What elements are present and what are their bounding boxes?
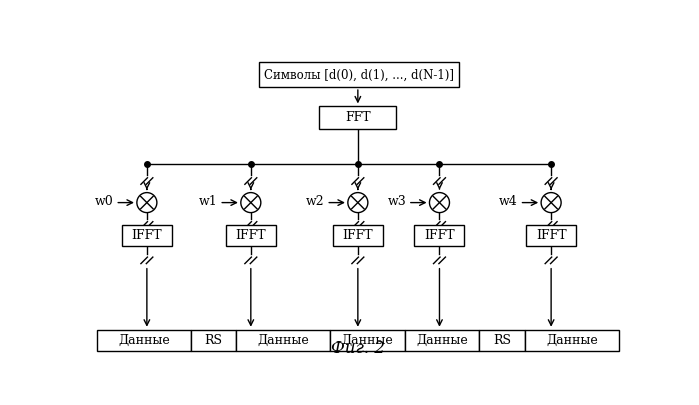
Bar: [191, 330, 236, 351]
Bar: [319, 107, 396, 130]
Bar: [236, 330, 331, 351]
Text: Данные: Данные: [342, 334, 394, 347]
Text: IFFT: IFFT: [536, 229, 566, 242]
Text: w1: w1: [199, 195, 217, 208]
Text: w4: w4: [499, 195, 518, 208]
Text: IFFT: IFFT: [343, 229, 373, 242]
Text: Данные: Данные: [257, 334, 309, 347]
Bar: [331, 330, 405, 351]
Circle shape: [137, 193, 157, 213]
Text: RS: RS: [205, 334, 222, 347]
Text: w0: w0: [95, 195, 114, 208]
Circle shape: [348, 193, 368, 213]
Bar: [226, 225, 276, 247]
Bar: [259, 62, 459, 87]
Text: IFFT: IFFT: [131, 229, 162, 242]
Text: w2: w2: [306, 195, 325, 208]
Text: IFFT: IFFT: [424, 229, 455, 242]
Bar: [122, 225, 172, 247]
Circle shape: [541, 193, 561, 213]
Bar: [97, 330, 191, 351]
Circle shape: [241, 193, 261, 213]
Bar: [405, 330, 480, 351]
Text: Символы [d(0), d(1), ..., d(N-1)]: Символы [d(0), d(1), ..., d(N-1)]: [264, 68, 454, 81]
Text: w3: w3: [388, 195, 406, 208]
Circle shape: [429, 193, 449, 213]
Bar: [480, 330, 525, 351]
Text: Фиг. 2: Фиг. 2: [331, 340, 385, 357]
Text: Данные: Данные: [416, 334, 468, 347]
Bar: [525, 330, 619, 351]
Text: Данные: Данные: [118, 334, 170, 347]
Text: RS: RS: [493, 334, 511, 347]
Text: IFFT: IFFT: [236, 229, 266, 242]
Bar: [526, 225, 576, 247]
Bar: [333, 225, 383, 247]
Text: Данные: Данные: [546, 334, 598, 347]
Bar: [415, 225, 465, 247]
Text: FFT: FFT: [345, 111, 370, 124]
